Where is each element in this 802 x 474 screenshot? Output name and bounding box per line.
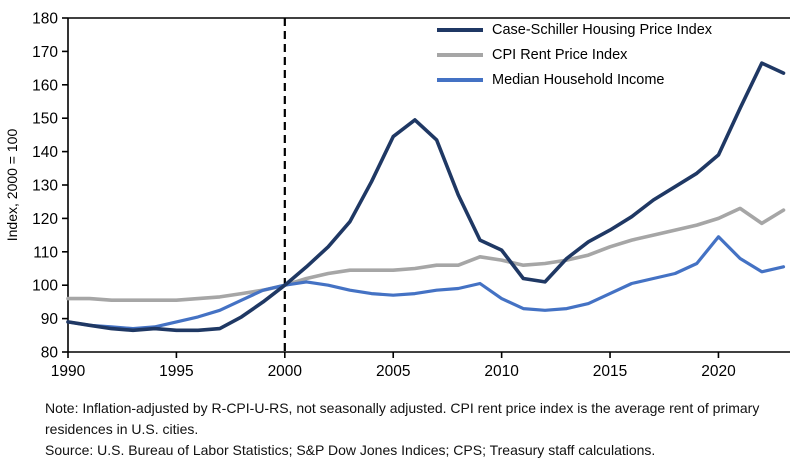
- legend-label-cpi-rent: CPI Rent Price Index: [492, 46, 628, 63]
- y-tick-label-110: 110: [33, 244, 58, 261]
- y-tick-label-130: 130: [32, 178, 58, 195]
- series-line-median-income: [66, 235, 786, 331]
- legend-item-case-schiller: Case-Schiller Housing Price Index: [437, 17, 712, 42]
- x-tick-label-2010: 2010: [484, 363, 519, 380]
- y-tick-label-160: 160: [32, 77, 58, 94]
- y-tick-label-90: 90: [41, 311, 59, 328]
- y-tick-label-140: 140: [32, 144, 58, 161]
- x-tick-label-2000: 2000: [268, 363, 303, 380]
- y-tick-label-100: 100: [32, 278, 58, 295]
- series-line-cpi-rent: [66, 206, 786, 303]
- source-text: Source: U.S. Bureau of Labor Statistics;…: [45, 442, 656, 458]
- x-tick-label-2015: 2015: [593, 363, 627, 380]
- x-tick-label-1990: 1990: [51, 363, 86, 380]
- y-tick-label-170: 170: [32, 44, 58, 61]
- y-tick-label-150: 150: [32, 111, 58, 128]
- legend-item-cpi-rent: CPI Rent Price Index: [437, 42, 712, 67]
- line-chart-canvas: 80 90 100 110 120 130 140 150 160 170 180 1990 1995 2…: [4, 11, 790, 380]
- legend-label-case-schiller: Case-Schiller Housing Price Index: [492, 21, 713, 38]
- x-tick-label-1995: 1995: [159, 363, 193, 380]
- legend-swatch-median-income: [437, 77, 483, 82]
- y-tick-label-180: 180: [32, 11, 58, 28]
- y-tick-label-120: 120: [32, 211, 58, 228]
- note-text: Note: Inflation-adjusted by R-CPI-U-RS, …: [45, 400, 760, 437]
- y-axis-title: Index, 2000 = 100: [4, 129, 20, 242]
- legend-label-median-income: Median Household Income: [492, 71, 665, 88]
- x-tick-label-2020: 2020: [701, 363, 736, 380]
- legend-item-median-income: Median Household Income: [437, 67, 712, 92]
- x-tick-label-2005: 2005: [376, 363, 410, 380]
- legend-swatch-cpi-rent: [437, 52, 483, 57]
- chart-legend: Case-Schiller Housing Price Index CPI Re…: [437, 17, 712, 92]
- legend-swatch-case-schiller: [437, 27, 483, 32]
- series-line-case-schiller: [66, 61, 786, 333]
- chart-notes: Note: Inflation-adjusted by R-CPI-U-RS, …: [45, 398, 793, 461]
- y-tick-label-80: 80: [41, 345, 59, 362]
